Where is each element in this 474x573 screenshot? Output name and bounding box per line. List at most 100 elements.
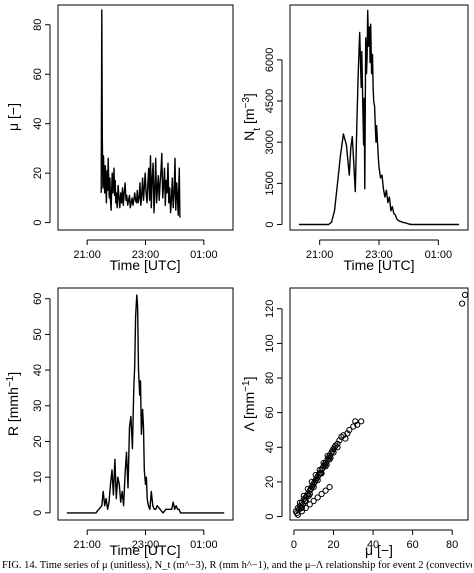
plot-area [292, 291, 469, 518]
y-axis: 0 10 20 30 40 50 60 [32, 293, 51, 516]
y-tick-label: 60 [32, 68, 44, 80]
y-tick-label: 0 [264, 221, 276, 227]
data-point [306, 501, 313, 508]
y-tick-label: 4500 [264, 89, 276, 113]
panel-mu: 21:00 23:00 01:00 0 20 40 60 80 Time [UTC] μ [… [5, 4, 234, 273]
figure-caption: FIG. 14. Time series of μ (unitless), N_… [2, 560, 472, 571]
y-axis-title: Nt [m−3] [241, 93, 263, 141]
series-line [298, 9, 460, 226]
x-axis: 21:00 23:00 01:00 [73, 239, 218, 261]
data-point [334, 444, 341, 451]
data-point [322, 487, 329, 494]
data-point [344, 430, 351, 437]
x-tick-label: 60 [406, 539, 418, 551]
x-tick-label: 01:00 [190, 539, 218, 551]
series-line [100, 9, 181, 218]
data-point [346, 426, 353, 434]
y-axis: 0 20 40 60 80 [32, 19, 51, 226]
y-tick-label: 6000 [264, 48, 276, 72]
plot-area [66, 294, 225, 514]
x-tick-label: 23:00 [132, 249, 160, 261]
data-point [322, 463, 329, 470]
plot-frame [57, 4, 234, 231]
data-point [314, 494, 321, 501]
y-axis-title: μ [−] [5, 103, 21, 131]
y-axis: 0 20 40 60 80 100 120 [264, 300, 283, 520]
y-axis-title: R [mmh−1] [5, 372, 22, 436]
data-point [330, 449, 337, 456]
data-point [294, 511, 301, 518]
x-axis-title: Time [UTC] [109, 257, 180, 273]
data-point [318, 470, 325, 477]
y-tick-label: 0 [32, 220, 44, 226]
data-point [352, 418, 359, 425]
y-tick-label: 40 [32, 118, 44, 130]
data-point [304, 485, 311, 492]
y-tick-label: 20 [32, 167, 44, 179]
data-point [310, 497, 317, 505]
x-tick-label: 23:00 [132, 539, 160, 551]
x-tick-label: 21:00 [73, 539, 101, 551]
y-tick-label: 30 [32, 400, 44, 412]
data-point [326, 484, 333, 491]
data-point [334, 440, 341, 447]
y-axis: 0 1500 3000 4500 6000 [264, 48, 283, 228]
y-tick-label: 80 [32, 19, 44, 31]
data-point [314, 477, 321, 484]
data-point [316, 466, 323, 473]
y-tick-label: 60 [32, 293, 44, 305]
data-point [326, 456, 333, 463]
x-tick-label: 21:00 [73, 249, 101, 261]
panel-lambda-mu: 0 20 40 60 80 0 20 40 60 80 100 120 μ [−] Λ [mm−1] [241, 287, 469, 558]
y-axis-title: Λ [mm−1] [241, 377, 258, 432]
y-tick-label: 80 [264, 372, 276, 384]
data-point [312, 471, 319, 479]
series-line [66, 294, 225, 514]
data-point [296, 499, 303, 506]
plot-frame [289, 287, 469, 521]
y-tick-label: 3000 [264, 130, 276, 154]
y-tick-label: 0 [264, 513, 276, 519]
data-point [358, 418, 365, 425]
y-tick-label: 20 [32, 435, 44, 447]
data-point [459, 300, 466, 307]
x-tick-label: 40 [367, 539, 379, 551]
x-tick-label: 01:00 [425, 249, 453, 261]
y-tick-label: 100 [264, 334, 276, 352]
x-tick-label: 01:00 [190, 249, 218, 261]
x-axis-title: Time [UTC] [343, 257, 414, 273]
x-tick-label: 80 [446, 539, 458, 551]
data-point [306, 490, 313, 498]
y-tick-label: 0 [32, 510, 44, 516]
x-axis: 0 20 40 60 80 [291, 529, 458, 551]
data-point [300, 492, 307, 499]
data-point [310, 484, 317, 491]
plot-area [298, 9, 460, 226]
data-point [298, 508, 305, 515]
x-axis-title: μ [−] [365, 542, 393, 558]
y-tick-label: 40 [32, 364, 44, 376]
data-point [298, 504, 305, 511]
y-tick-label: 1500 [264, 171, 276, 195]
data-point [461, 291, 469, 298]
y-tick-label: 20 [264, 476, 276, 488]
x-tick-label: 20 [327, 539, 339, 551]
plot-frame [289, 4, 469, 231]
data-point [302, 497, 309, 505]
data-point [354, 421, 361, 428]
x-tick-label: 21:00 [306, 249, 334, 261]
x-tick-label: 0 [291, 539, 297, 551]
data-point [320, 459, 327, 466]
y-tick-label: 40 [264, 441, 276, 453]
data-point [350, 423, 357, 430]
panel-rain: 21:00 23:00 01:00 0 10 20 30 40 50 60 Time [UTC]… [5, 287, 234, 558]
x-axis: 21:00 23:00 01:00 [73, 529, 218, 551]
data-point [318, 490, 325, 498]
data-point [302, 504, 309, 511]
data-point [342, 435, 349, 442]
x-axis-title: Time [UTC] [109, 542, 180, 558]
x-tick-label: 23:00 [365, 249, 393, 261]
y-tick-label: 50 [32, 328, 44, 340]
y-tick-label: 120 [264, 300, 276, 318]
